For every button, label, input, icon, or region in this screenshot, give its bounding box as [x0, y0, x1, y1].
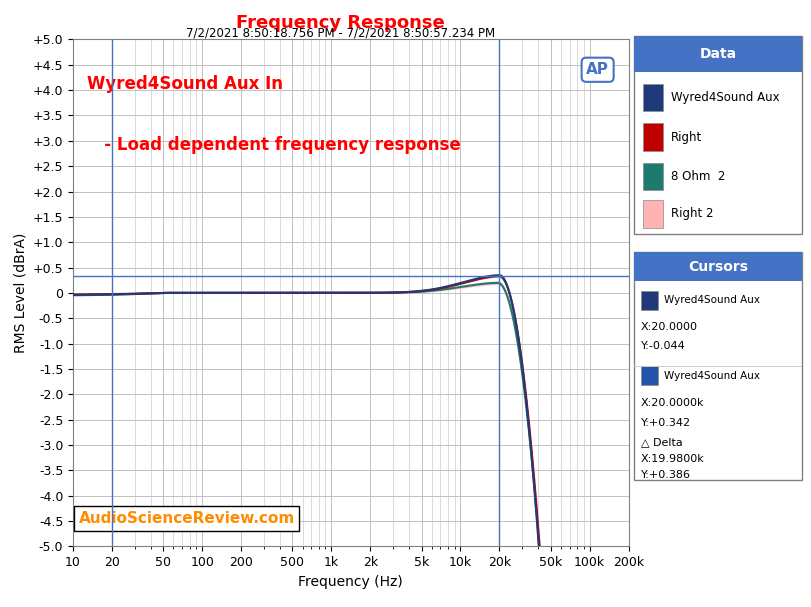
Text: - Load dependent frequency response: - Load dependent frequency response [87, 136, 461, 154]
Text: X:19.9800k: X:19.9800k [641, 454, 705, 464]
Text: X:20.0000k: X:20.0000k [641, 398, 705, 409]
Text: Right: Right [672, 131, 702, 143]
Text: X:20.0000: X:20.0000 [641, 322, 698, 331]
X-axis label: Frequency (Hz): Frequency (Hz) [298, 575, 403, 589]
FancyBboxPatch shape [634, 36, 802, 72]
Text: AP: AP [586, 63, 609, 77]
Text: Wyred4Sound Aux: Wyred4Sound Aux [664, 370, 761, 381]
FancyBboxPatch shape [641, 291, 658, 310]
FancyBboxPatch shape [634, 252, 802, 282]
Text: Y:+0.342: Y:+0.342 [641, 418, 691, 428]
FancyBboxPatch shape [642, 200, 663, 228]
Text: Frequency Response: Frequency Response [236, 14, 445, 32]
Text: △ Delta: △ Delta [641, 437, 683, 447]
Text: Wyred4Sound Aux In: Wyred4Sound Aux In [87, 75, 283, 93]
Text: 8 Ohm  2: 8 Ohm 2 [672, 170, 726, 183]
Text: Y:+0.386: Y:+0.386 [641, 470, 691, 480]
Text: Data: Data [700, 47, 736, 61]
FancyBboxPatch shape [642, 84, 663, 112]
FancyBboxPatch shape [642, 123, 663, 151]
Text: Cursors: Cursors [689, 260, 748, 274]
FancyBboxPatch shape [634, 252, 802, 480]
Text: 7/2/2021 8:50:18.756 PM - 7/2/2021 8:50:57.234 PM: 7/2/2021 8:50:18.756 PM - 7/2/2021 8:50:… [186, 26, 496, 39]
Text: Wyred4Sound Aux: Wyred4Sound Aux [672, 91, 779, 104]
FancyBboxPatch shape [634, 36, 802, 234]
Text: Wyred4Sound Aux: Wyred4Sound Aux [664, 296, 761, 305]
Text: Right 2: Right 2 [672, 208, 714, 220]
FancyBboxPatch shape [642, 163, 663, 191]
FancyBboxPatch shape [641, 365, 658, 385]
Text: AudioScienceReview.com: AudioScienceReview.com [79, 511, 294, 526]
Text: Y:-0.044: Y:-0.044 [641, 341, 685, 351]
Y-axis label: RMS Level (dBrA): RMS Level (dBrA) [13, 232, 27, 353]
